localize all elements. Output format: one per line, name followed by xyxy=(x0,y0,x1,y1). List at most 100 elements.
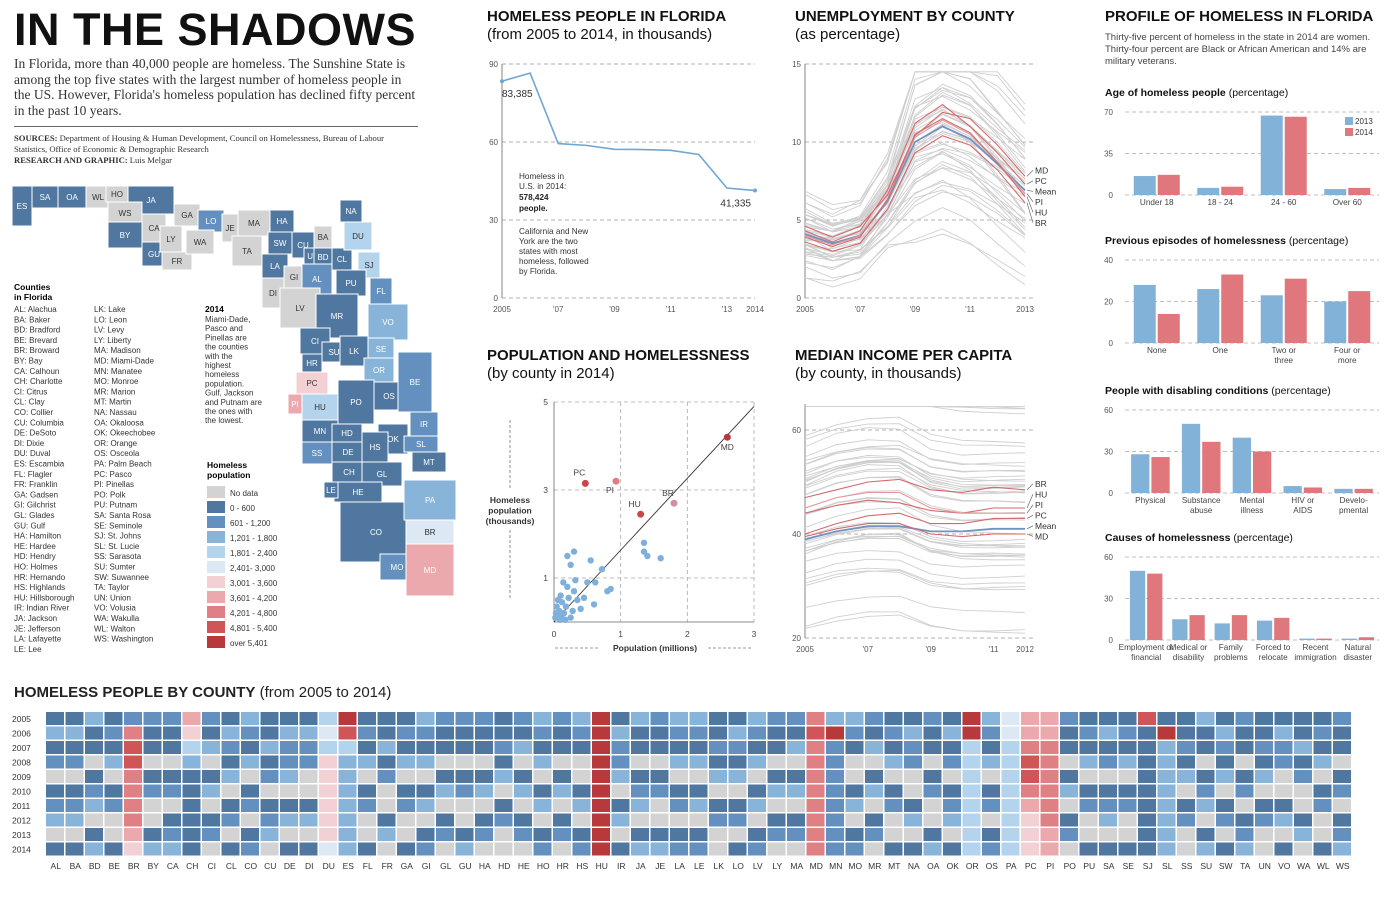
county-label: LA xyxy=(675,861,686,871)
panel-title: Causes of homelessness (percentage) xyxy=(1105,532,1293,544)
heatmap-cell xyxy=(397,770,415,783)
heatmap-cell xyxy=(475,755,493,769)
background-line xyxy=(804,533,1026,557)
label-last: 41,335 xyxy=(720,199,751,210)
heatmap-cell xyxy=(943,842,961,856)
heatmap-cell xyxy=(1274,741,1293,754)
year-label: 2014 xyxy=(12,845,31,855)
category-label: Forced to xyxy=(1256,643,1291,652)
heatmap-cell xyxy=(1333,741,1351,754)
heatmap-cell xyxy=(1274,770,1293,783)
legend-label: 1,201 - 1,800 xyxy=(230,534,278,543)
heatmap-cell xyxy=(202,799,220,812)
heatmap-cell xyxy=(65,770,84,783)
county-label: BE xyxy=(109,861,121,871)
heatmap-cell xyxy=(884,741,903,754)
heatmap-cell xyxy=(1274,842,1293,856)
heatmap-cell xyxy=(494,828,513,841)
heatmap-cell xyxy=(280,726,298,740)
heatmap-cell xyxy=(533,813,552,827)
heatmap-cell xyxy=(670,770,688,783)
heatmap-cell xyxy=(826,755,844,769)
heatmap-cell xyxy=(1118,828,1137,841)
series-label-md: MD xyxy=(1035,165,1048,175)
x-tick-label: '09 xyxy=(910,305,921,314)
heatmap-cell xyxy=(982,712,1000,725)
heatmap-cell xyxy=(65,712,84,725)
heatmap-cell xyxy=(514,828,532,841)
heatmap-cell xyxy=(845,741,864,754)
heatmap-cell xyxy=(358,741,376,754)
bar-2014 xyxy=(1147,573,1163,640)
heatmap-cell xyxy=(299,726,318,740)
category-label: abuse xyxy=(1190,506,1213,515)
year-label: 2013 xyxy=(12,830,31,840)
abbrev-item: VO: Volusia xyxy=(94,604,136,613)
unemployment-title: UNEMPLOYMENT BY COUNTY xyxy=(795,8,1015,25)
county-label-ta: TA xyxy=(242,247,252,256)
heatmap-cell xyxy=(982,741,1000,754)
heatmap-cell xyxy=(221,712,240,725)
county-label-os: OS xyxy=(383,392,395,401)
heatmap-cell xyxy=(943,726,961,740)
heatmap-cell xyxy=(163,712,181,725)
legend-title-2: population xyxy=(207,470,250,480)
heatmap-cell xyxy=(299,799,318,812)
county-label: LY xyxy=(772,861,782,871)
bar-2013 xyxy=(1299,638,1315,640)
label-leader xyxy=(1026,190,1034,192)
data-point xyxy=(592,579,599,586)
legend-swatch xyxy=(207,606,225,618)
legend-label: 3,001 - 3,600 xyxy=(230,579,278,588)
heatmap-cell xyxy=(943,813,961,827)
heatmap-cell xyxy=(923,712,942,725)
heatmap-cell xyxy=(709,799,727,812)
heatmap-cell xyxy=(377,842,396,856)
series-label-md: MD xyxy=(1035,531,1048,541)
heatmap-cell xyxy=(182,828,201,841)
heatmap-cell xyxy=(358,813,376,827)
heatmap-cell xyxy=(826,799,844,812)
heatmap-cell xyxy=(806,712,825,725)
heatmap-cell xyxy=(299,828,318,841)
heatmap-cell xyxy=(202,813,220,827)
county-label: LV xyxy=(753,861,763,871)
heatmap-cell xyxy=(494,770,513,783)
bar-2013 xyxy=(1256,620,1273,640)
heatmap-cell xyxy=(358,784,376,798)
county-label: CH xyxy=(186,861,198,871)
heatmap-cell xyxy=(358,842,376,856)
heatmap-cell xyxy=(826,770,844,783)
year-label: 2011 xyxy=(12,801,31,811)
abbrev-item: LO: Leon xyxy=(94,315,127,324)
heatmap-cell xyxy=(397,755,415,769)
heatmap-cell xyxy=(884,770,903,783)
abbrev-item: PO: Polk xyxy=(94,490,127,499)
heatmap-cell xyxy=(494,813,513,827)
heatmap-cell xyxy=(358,726,376,740)
heatmap-cell xyxy=(689,770,708,783)
heatmap-cell xyxy=(416,770,435,783)
county-fr xyxy=(161,251,193,271)
note1-a: Homeless in xyxy=(519,172,564,181)
heatmap-cell xyxy=(943,770,961,783)
county-label-al: AL xyxy=(312,275,322,284)
heatmap-cell xyxy=(377,828,396,841)
heatmap-cell xyxy=(1040,726,1059,740)
series-pc xyxy=(804,103,1026,243)
heatmap-cell xyxy=(982,828,1000,841)
background-line xyxy=(804,189,1026,269)
heatmap-cell xyxy=(650,726,669,740)
heatmap-cell xyxy=(533,799,552,812)
heatmap-cell xyxy=(46,813,64,827)
heatmap-cell xyxy=(826,784,844,798)
heatmap-cell xyxy=(592,799,610,812)
heatmap-cell xyxy=(1060,712,1078,725)
background-line xyxy=(804,467,1026,494)
heatmap-cell xyxy=(553,813,571,827)
heatmap-cell xyxy=(1255,755,1273,769)
county-label: GI xyxy=(422,861,431,871)
heatmap-cell xyxy=(767,712,786,725)
bar-2013 xyxy=(1324,189,1347,195)
